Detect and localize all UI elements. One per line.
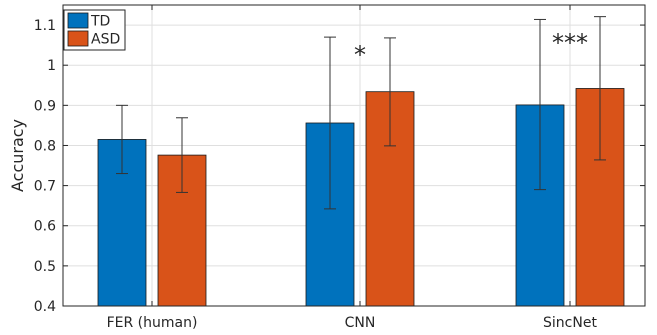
legend-swatch-asd	[67, 30, 89, 47]
y-tick-label: 0.5	[34, 259, 56, 275]
significance-marker: ***	[552, 29, 588, 57]
y-tick-label: 1.1	[34, 18, 56, 34]
axes-layer	[62, 4, 646, 307]
y-tick-label: 0.9	[34, 98, 56, 114]
ticks-layer: 0.4 0.5 0.6 0.7 0.8 0.9 1 1.1 FER (human) CNN Sinc…	[34, 5, 645, 331]
y-tick-label: 0.7	[34, 179, 56, 195]
legend-label-asd: ASD	[91, 32, 120, 48]
significance-marker: *	[354, 41, 366, 69]
plot-frame	[62, 4, 646, 307]
y-tick-label: 0.8	[34, 138, 56, 154]
legend-swatch-td	[67, 12, 89, 29]
bars-layer	[97, 88, 625, 307]
y-tick-label: 0.4	[34, 299, 56, 315]
y-tick-label: 1	[47, 58, 56, 74]
legend: TD ASD	[63, 9, 126, 51]
error-bars-layer	[116, 16, 606, 210]
x-tick-label: FER (human)	[107, 315, 198, 330]
x-tick-label: SincNet	[543, 315, 597, 330]
legend-label-td: TD	[90, 14, 110, 30]
annotations-layer: * ***	[354, 29, 588, 69]
y-axis-title: Accuracy	[8, 119, 27, 192]
y-tick-label: 0.6	[34, 219, 56, 235]
x-tick-label: CNN	[345, 315, 376, 330]
